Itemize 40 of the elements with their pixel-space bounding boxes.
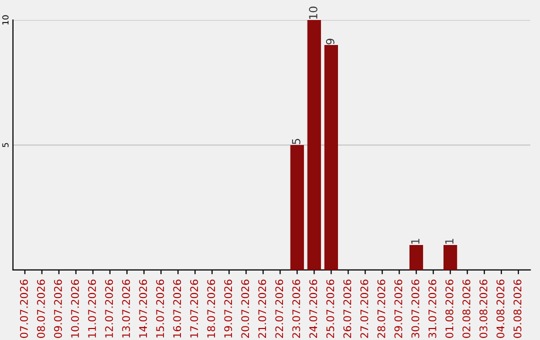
x-tick-label: 23.07.2026 <box>292 280 300 338</box>
x-tick-label: 15.07.2026 <box>156 280 164 338</box>
x-tick-label: 08.07.2026 <box>37 280 45 338</box>
bar <box>290 145 304 270</box>
x-tick-label: 20.07.2026 <box>241 280 250 338</box>
x-tick-label: 21.07.2026 <box>258 280 266 338</box>
x-tick-label: 19.07.2026 <box>224 280 232 338</box>
x-tick-label: 27.07.2026 <box>360 280 368 338</box>
x-tick-label: 28.07.2026 <box>377 280 386 338</box>
x-tick-label: 17.07.2026 <box>190 280 198 338</box>
x-tick-label: 16.07.2026 <box>173 280 182 338</box>
x-tick-label: 30.07.2026 <box>411 280 420 338</box>
data-label: 10 <box>308 6 318 19</box>
data-label: 5 <box>292 138 300 144</box>
x-tick-label: 13.07.2026 <box>122 280 130 338</box>
x-tick-label: 11.07.2026 <box>88 280 96 338</box>
data-label: 1 <box>411 238 420 244</box>
data-label: 1 <box>445 238 454 244</box>
data-label: 9 <box>326 38 334 44</box>
x-tick-label: 05.08.2026 <box>514 280 522 338</box>
x-tick-label: 18.07.2026 <box>207 280 216 338</box>
x-tick-label: 25.07.2026 <box>326 280 334 338</box>
bar <box>307 20 321 270</box>
x-tick-label: 12.07.2026 <box>105 280 113 338</box>
x-tick-label: 26.07.2026 <box>343 280 352 338</box>
x-tick-label: 02.08.2026 <box>462 280 470 338</box>
x-tick-label: 10.07.2026 <box>71 280 79 338</box>
bar <box>324 45 338 270</box>
bar <box>443 244 458 270</box>
x-tick-label: 09.07.2026 <box>54 280 62 338</box>
x-tick-label: 29.07.2026 <box>394 280 402 338</box>
x-tick-label: 04.08.2026 <box>496 280 504 338</box>
bar <box>409 244 424 270</box>
x-tick-label: 01.08.2026 <box>445 280 454 338</box>
x-tick-label: 07.07.2026 <box>20 280 28 338</box>
x-tick-label: 24.07.2026 <box>309 280 318 338</box>
x-tick-label: 14.07.2026 <box>139 280 148 338</box>
x-tick-label: 03.08.2026 <box>479 280 488 338</box>
x-tick-label: 31.07.2026 <box>428 280 436 338</box>
x-tick-label: 22.07.2026 <box>275 280 284 338</box>
